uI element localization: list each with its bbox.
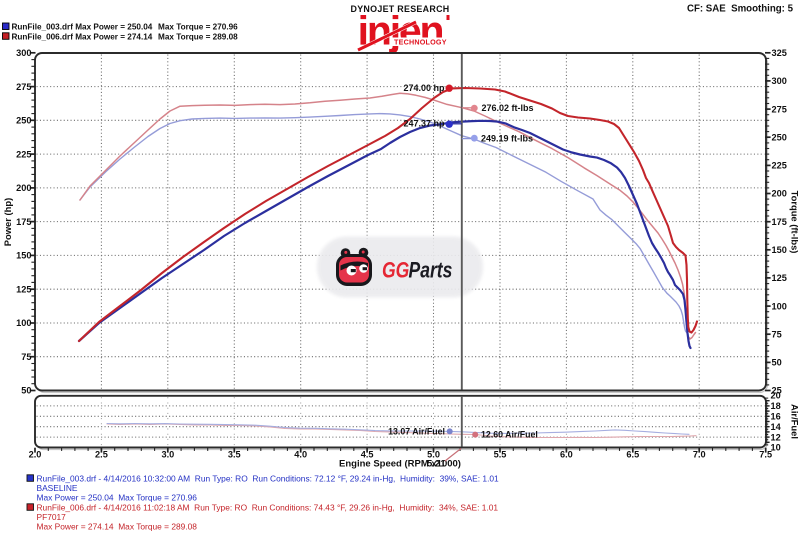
svg-text:12.60 Air/Fuel: 12.60 Air/Fuel [481,430,538,440]
svg-text:250: 250 [772,132,787,142]
svg-text:275: 275 [16,82,31,92]
svg-text:Max Power = 274.14 Max Torque: Max Power = 274.14 Max Torque = 289.08 [37,522,198,532]
svg-text:276.02 ft-lbs: 276.02 ft-lbs [482,103,534,113]
svg-text:3.5: 3.5 [228,450,241,460]
svg-text:RunFile_006.drf Max Power = 27: RunFile_006.drf Max Power = 274.14 [12,32,153,41]
svg-text:12: 12 [771,432,781,442]
svg-text:BASELINE: BASELINE [37,483,78,493]
svg-text:4.0: 4.0 [294,450,307,460]
svg-text:Power (hp): Power (hp) [2,198,13,246]
svg-text:175: 175 [772,217,787,227]
svg-text:225: 225 [16,149,31,159]
svg-text:16: 16 [771,412,781,422]
svg-text:2.0: 2.0 [29,450,42,460]
svg-text:300: 300 [16,48,31,58]
svg-text:250: 250 [16,116,31,126]
svg-text:275: 275 [772,104,787,114]
svg-text:325: 325 [772,48,787,58]
svg-text:125: 125 [16,284,31,294]
svg-text:247.37 hp: 247.37 hp [403,119,445,129]
svg-text:14: 14 [771,422,782,432]
svg-text:13.07 Air/Fuel: 13.07 Air/Fuel [388,426,445,436]
svg-text:200: 200 [772,189,787,199]
svg-text:75: 75 [21,352,31,362]
svg-text:150: 150 [16,251,31,261]
svg-text:125: 125 [772,273,787,283]
svg-text:249.19 ft-lbs: 249.19 ft-lbs [481,134,533,144]
svg-text:4.5: 4.5 [361,450,374,460]
svg-text:100: 100 [772,301,787,311]
svg-text:PF7017: PF7017 [37,512,67,522]
svg-text:2.5: 2.5 [95,450,108,460]
svg-text:Max Torque = 270.96: Max Torque = 270.96 [158,23,238,32]
svg-text:274.00 hp: 274.00 hp [403,83,445,93]
svg-text:20: 20 [771,391,781,401]
svg-text:Torque (ft-lbs): Torque (ft-lbs) [790,191,800,254]
svg-text:GG: GG [382,259,410,284]
svg-text:225: 225 [772,161,787,171]
svg-text:50: 50 [21,386,31,396]
svg-text:6.0: 6.0 [560,450,573,460]
svg-text:RunFile_003.drf Max Power = 25: RunFile_003.drf Max Power = 250.04 [12,23,153,32]
svg-text:7.0: 7.0 [693,450,706,460]
svg-text:200: 200 [16,183,31,193]
svg-text:RunFile_003.drf - 4/14/2016 10: RunFile_003.drf - 4/14/2016 10:32:00 AM … [37,473,500,483]
svg-text:Max Power = 250.04 Max Torque: Max Power = 250.04 Max Torque = 270.96 [37,493,198,503]
svg-text:18: 18 [771,401,781,411]
svg-text:100: 100 [16,318,31,328]
svg-text:DYNOJET RESEARCH: DYNOJET RESEARCH [351,4,450,14]
svg-text:Air/Fuel: Air/Fuel [790,404,800,439]
svg-text:Max Torque = 289.08: Max Torque = 289.08 [158,32,238,41]
svg-text:5.5: 5.5 [494,450,507,460]
svg-text:RunFile_006.drf - 4/14/2016 11: RunFile_006.drf - 4/14/2016 11:02:18 AM … [37,502,499,512]
svg-text:50: 50 [772,358,782,368]
svg-text:10: 10 [771,443,781,453]
svg-text:150: 150 [772,245,787,255]
svg-text:5.21: 5.21 [427,459,446,470]
svg-text:25: 25 [772,386,782,396]
svg-text:175: 175 [16,217,31,227]
svg-text:7.5: 7.5 [759,450,772,460]
svg-text:6.5: 6.5 [626,450,639,460]
svg-text:3.0: 3.0 [161,450,174,460]
svg-text:75: 75 [772,329,782,339]
svg-text:5.0: 5.0 [427,450,440,460]
svg-text:300: 300 [772,76,787,86]
svg-text:Parts: Parts [409,259,453,284]
svg-text:CF: SAE Smoothing: 5: CF: SAE Smoothing: 5 [687,4,794,15]
svg-text:TECHNOLOGY: TECHNOLOGY [394,38,447,47]
svg-text:Engine Speed (RPM x1000): Engine Speed (RPM x1000) [339,459,461,470]
